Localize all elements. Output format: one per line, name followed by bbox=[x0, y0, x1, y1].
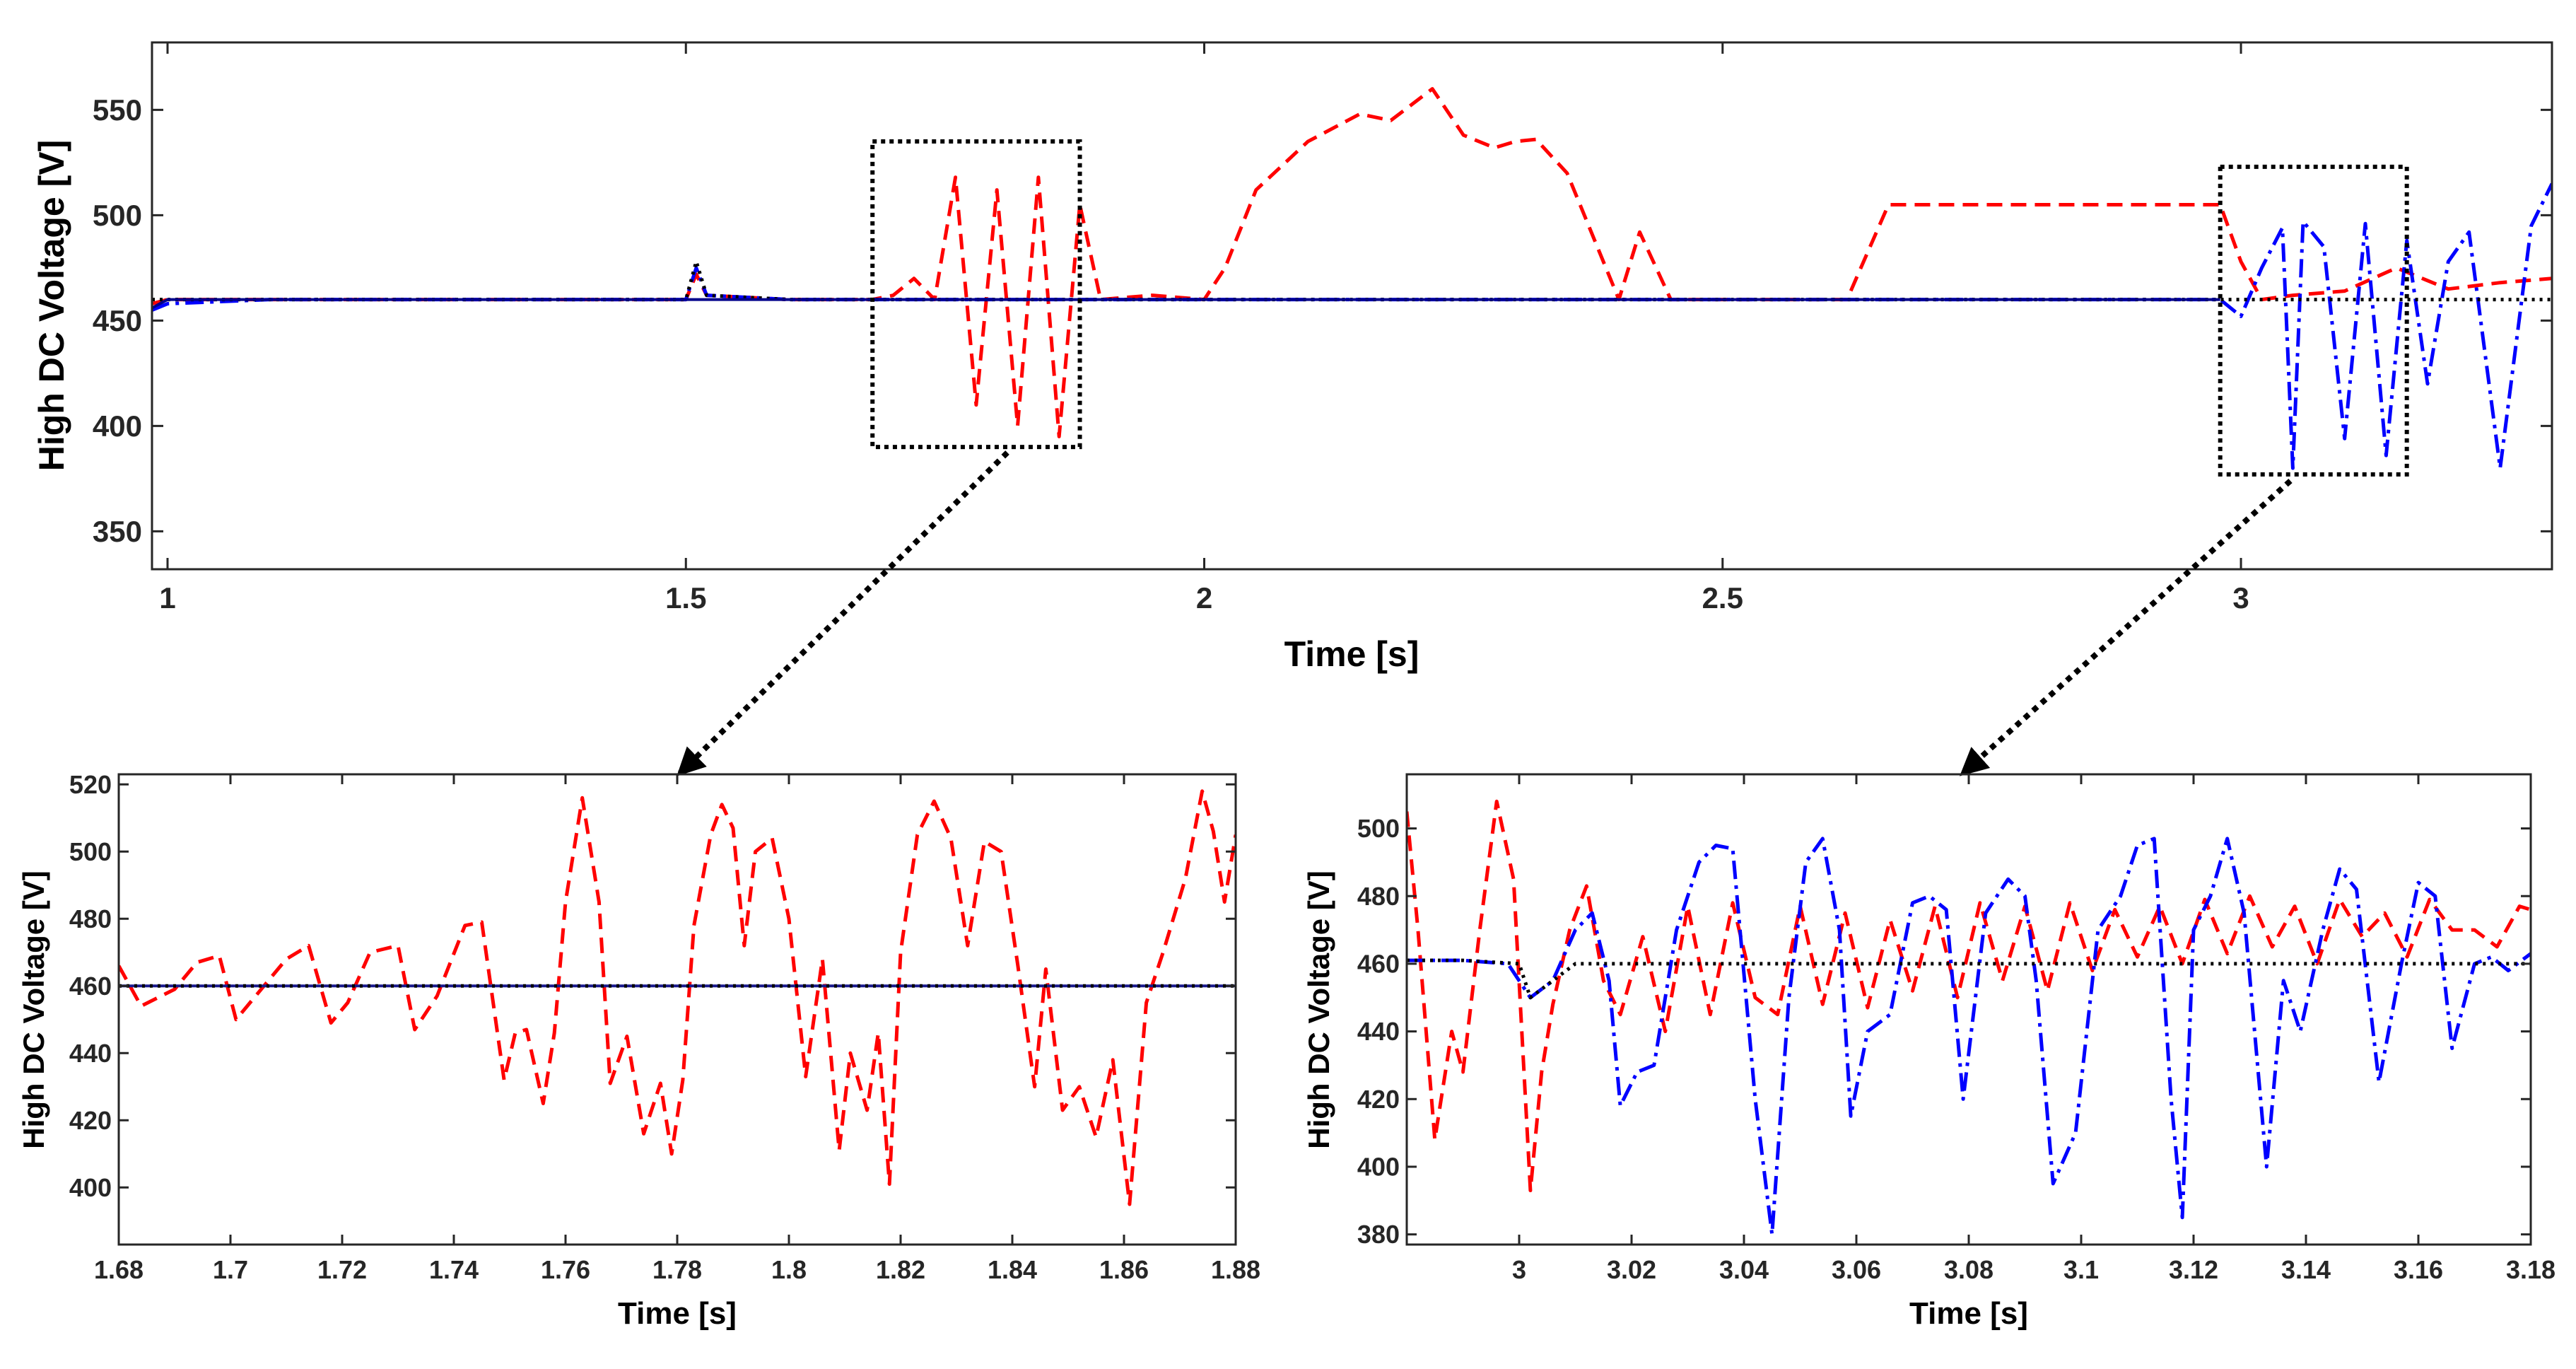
main-series-dashed bbox=[152, 87, 2552, 438]
zoom-right-x-tick-label: 3.06 bbox=[1832, 1255, 1881, 1284]
zoom-right-y-tick-label: 460 bbox=[1357, 950, 1400, 979]
zoom-right-x-tick-label: 3.08 bbox=[1944, 1255, 1994, 1284]
zoom-left-series-dashed bbox=[119, 789, 1236, 1206]
zoom-left-y-tick-label: 500 bbox=[69, 837, 112, 866]
main-y-tick-label: 500 bbox=[93, 199, 142, 232]
main-x-tick-label: 3 bbox=[2232, 581, 2249, 614]
main-series-solid bbox=[152, 298, 2220, 310]
zoom-right-y-tick-label: 480 bbox=[1357, 882, 1400, 911]
main-y-tick-label: 350 bbox=[93, 515, 142, 548]
zoom-left-y-tick-label: 460 bbox=[69, 972, 112, 1001]
main-plot-frame bbox=[151, 41, 2553, 571]
zoom-right-x-tick-label: 3 bbox=[1512, 1255, 1526, 1284]
zoom-left-y-tick-label: 520 bbox=[69, 770, 112, 799]
zoom-right-y-axis-label: High DC Voltage [V] bbox=[1302, 870, 1335, 1149]
zoom-right-y-tick-label: 400 bbox=[1357, 1153, 1400, 1182]
zoom-left-x-tick-label: 1.88 bbox=[1211, 1255, 1260, 1284]
main-x-tick-label: 2 bbox=[1196, 581, 1212, 614]
zoom-left-x-tick-label: 1.86 bbox=[1099, 1255, 1149, 1284]
zoom-right-series-dashdot bbox=[1407, 837, 2531, 1237]
zoom-left-chart: 1.68 1.7 1.72 1.74 1.76 1.78 1.8 1.82 1.84 1.86 1.… bbox=[17, 770, 1260, 1331]
zoom-right-series-dotted bbox=[1407, 958, 2531, 1000]
zoom-left-x-tick-label: 1.74 bbox=[429, 1255, 479, 1284]
zoom-arrow-left bbox=[677, 450, 1009, 776]
zoom-left-x-tick-label: 1.68 bbox=[94, 1255, 144, 1284]
main-series-dotted bbox=[152, 260, 2552, 302]
zoom-right-y-tick-label: 500 bbox=[1357, 814, 1400, 843]
zoom-left-x-axis-label: Time [s] bbox=[618, 1296, 737, 1331]
zoom-left-y-axis-label: High DC Voltage [V] bbox=[17, 870, 50, 1149]
zoom-right-y-tick-label: 380 bbox=[1357, 1220, 1400, 1249]
zoom-left-x-tick-label: 1.78 bbox=[652, 1255, 702, 1284]
zoom-right-plot-frame bbox=[1405, 773, 2532, 1246]
main-x-tick-label: 2.5 bbox=[1702, 581, 1743, 614]
zoom-right-x-tick-label: 3.16 bbox=[2394, 1255, 2443, 1284]
zoom-right-x-tick-label: 3.12 bbox=[2169, 1255, 2218, 1284]
zoom-left-y-tick-label: 420 bbox=[69, 1106, 112, 1135]
main-y-tick-label: 450 bbox=[93, 304, 142, 337]
zoom-arrow-right bbox=[1960, 479, 2293, 776]
zoom-right-series-dashed bbox=[1407, 799, 2531, 1192]
main-y-tick-label: 400 bbox=[93, 409, 142, 443]
zoom-left-x-tick-label: 1.84 bbox=[988, 1255, 1037, 1284]
zoom-right-x-tick-label: 3.02 bbox=[1607, 1255, 1656, 1284]
zoom-right-chart: 3 3.02 3.04 3.06 3.08 3.1 3.12 3.14 3.16 3.18 380 4… bbox=[1302, 773, 2555, 1331]
main-y-axis-label: High DC Voltage [V] bbox=[32, 140, 71, 472]
main-x-axis-label: Time [s] bbox=[1284, 634, 1419, 674]
main-series-dashdot bbox=[152, 182, 2552, 470]
zoom-left-y-tick-label: 440 bbox=[69, 1039, 112, 1068]
zoom-right-y-tick-label: 420 bbox=[1357, 1085, 1400, 1114]
zoom-right-x-tick-label: 3.04 bbox=[1719, 1255, 1769, 1284]
zoom-left-x-tick-label: 1.8 bbox=[771, 1255, 807, 1284]
main-x-tick-label: 1 bbox=[159, 581, 175, 614]
zoom-right-x-tick-label: 3.14 bbox=[2281, 1255, 2331, 1284]
zoom-left-x-tick-label: 1.7 bbox=[213, 1255, 248, 1284]
zoom-left-x-tick-label: 1.72 bbox=[317, 1255, 367, 1284]
zoom-left-y-tick-label: 480 bbox=[69, 904, 112, 933]
main-chart: 1 1.5 2 2.5 3 350 400 450 500 550 Time [s] High D… bbox=[32, 41, 2553, 674]
zoom-right-x-tick-label: 3.1 bbox=[2063, 1255, 2099, 1284]
zoom-right-y-tick-label: 440 bbox=[1357, 1017, 1400, 1046]
zoom-right-x-tick-label: 3.18 bbox=[2506, 1255, 2555, 1284]
zoom-left-x-tick-label: 1.82 bbox=[876, 1255, 925, 1284]
zoom-box-left bbox=[870, 139, 1082, 450]
zoom-left-x-tick-label: 1.76 bbox=[541, 1255, 590, 1284]
zoom-left-plot-frame bbox=[117, 773, 1237, 1246]
zoom-box-right bbox=[2218, 164, 2409, 477]
zoom-left-y-tick-label: 400 bbox=[69, 1173, 112, 1202]
main-y-tick-label: 550 bbox=[93, 93, 142, 127]
zoom-right-x-axis-label: Time [s] bbox=[1909, 1296, 2028, 1331]
main-x-tick-label: 1.5 bbox=[665, 581, 706, 614]
